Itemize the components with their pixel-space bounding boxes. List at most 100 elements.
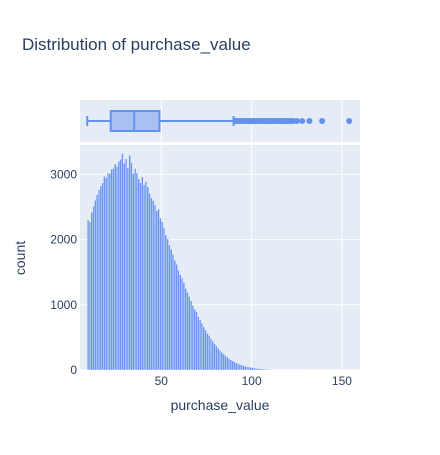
x-tick-label: 50 bbox=[155, 374, 169, 388]
histogram-bar bbox=[116, 167, 118, 370]
histogram-bar bbox=[170, 249, 172, 370]
box-outlier-point bbox=[319, 118, 325, 124]
histogram-bar bbox=[154, 205, 156, 370]
histogram-bar bbox=[246, 367, 248, 370]
histogram-bar bbox=[208, 335, 210, 370]
histogram-bar bbox=[103, 176, 105, 370]
histogram-bar bbox=[125, 159, 127, 370]
histogram-bar bbox=[235, 363, 237, 370]
histogram-bar bbox=[118, 161, 120, 370]
histogram-bar bbox=[131, 163, 133, 370]
histogram-bar bbox=[150, 198, 152, 370]
histogram-bar bbox=[214, 344, 216, 370]
histogram-bar bbox=[156, 211, 158, 370]
histogram-bar bbox=[262, 369, 264, 370]
histogram-bar bbox=[113, 168, 115, 370]
histogram-bar bbox=[136, 173, 138, 370]
histogram-bar bbox=[109, 174, 111, 370]
histogram-bar bbox=[190, 301, 192, 370]
histogram-bar bbox=[187, 292, 189, 370]
histogram-bar bbox=[132, 174, 134, 370]
histogram-bar bbox=[197, 317, 199, 370]
box-outlier-point bbox=[306, 118, 312, 124]
histogram-bar bbox=[266, 369, 268, 370]
histogram-bar bbox=[248, 367, 250, 370]
x-tick-label: 150 bbox=[332, 374, 352, 388]
histogram-bar bbox=[145, 182, 147, 370]
histogram-bar bbox=[196, 312, 198, 370]
histogram-bar bbox=[270, 369, 272, 370]
histogram-bar bbox=[237, 364, 239, 370]
histogram-bar bbox=[105, 178, 107, 370]
histogram-bar bbox=[167, 239, 169, 370]
histogram-bar bbox=[228, 359, 230, 370]
histogram-bar bbox=[102, 183, 104, 370]
histogram-bar bbox=[140, 183, 142, 370]
histogram-bar bbox=[206, 333, 208, 370]
histogram-bar bbox=[219, 350, 221, 370]
histogram-bar bbox=[96, 195, 98, 370]
histogram-bar bbox=[163, 228, 165, 370]
histogram-bar bbox=[257, 369, 259, 371]
chart-title: Distribution of purchase_value bbox=[22, 35, 251, 54]
histogram-bar bbox=[226, 357, 228, 370]
histogram-bar bbox=[201, 323, 203, 370]
histogram-bar bbox=[268, 369, 270, 370]
histogram-bar bbox=[159, 218, 161, 370]
histogram-bar bbox=[255, 368, 257, 370]
histogram-bar bbox=[232, 361, 234, 370]
histogram-bar bbox=[205, 330, 207, 370]
y-axis-label: count bbox=[12, 241, 28, 275]
histogram-bar bbox=[107, 173, 109, 370]
histogram-bar bbox=[244, 366, 246, 370]
y-tick-label: 2000 bbox=[50, 233, 77, 247]
box-outlier-point bbox=[299, 118, 305, 124]
histogram-bar bbox=[122, 153, 124, 370]
box-outlier-point bbox=[346, 118, 352, 124]
histogram-bar bbox=[149, 193, 151, 370]
histogram-bar bbox=[215, 346, 217, 370]
histogram-bar bbox=[141, 177, 143, 370]
histogram-bar bbox=[129, 155, 131, 370]
histogram-bar bbox=[223, 354, 225, 370]
histogram-bar bbox=[127, 168, 129, 370]
histogram-bar bbox=[188, 296, 190, 370]
histogram-bar bbox=[123, 163, 125, 370]
histogram-bar bbox=[89, 222, 91, 370]
histogram-bar bbox=[174, 260, 176, 370]
y-tick-label: 1000 bbox=[50, 298, 77, 312]
histogram-bar bbox=[261, 369, 263, 370]
y-tick-label: 3000 bbox=[50, 167, 77, 181]
histogram-bar bbox=[243, 366, 245, 370]
box-outlier-point bbox=[294, 118, 300, 124]
histogram-bar bbox=[239, 364, 241, 370]
histogram-bar bbox=[230, 360, 232, 370]
histogram-bar bbox=[161, 222, 163, 370]
histogram-bar bbox=[194, 309, 196, 370]
histogram-bar bbox=[185, 288, 187, 370]
histogram-bar bbox=[199, 320, 201, 370]
histogram-bar bbox=[114, 164, 116, 370]
histogram-bar bbox=[147, 187, 149, 370]
histogram-bar bbox=[234, 362, 236, 370]
histogram-bar bbox=[179, 275, 181, 370]
histogram-bar bbox=[183, 283, 185, 370]
histogram-bar bbox=[138, 179, 140, 370]
histogram-bar bbox=[143, 185, 145, 370]
histogram-bar bbox=[250, 367, 252, 370]
histogram-bar bbox=[203, 327, 205, 370]
histogram-bar bbox=[91, 212, 93, 370]
histogram-bar bbox=[212, 341, 214, 370]
histogram-bar bbox=[98, 190, 100, 370]
histogram-bar bbox=[259, 369, 261, 370]
histogram-bar bbox=[225, 356, 227, 370]
histogram-bar bbox=[264, 369, 266, 370]
histogram-bar bbox=[181, 278, 183, 370]
histogram-bar bbox=[253, 368, 255, 370]
histogram-bar bbox=[165, 235, 167, 370]
histogram-bar bbox=[252, 368, 254, 370]
histogram-bar bbox=[241, 365, 243, 370]
histogram-bar bbox=[217, 348, 219, 370]
